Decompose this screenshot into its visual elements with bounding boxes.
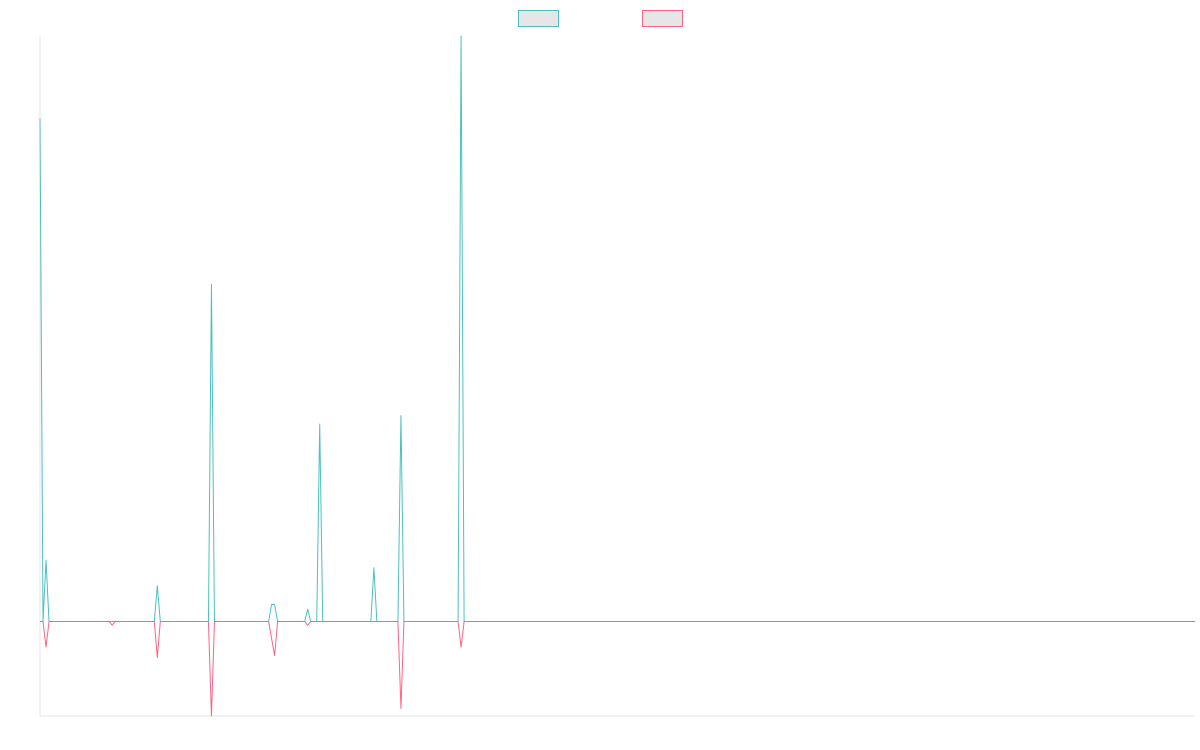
legend-swatch-2 [642, 10, 683, 27]
series-line-1 [39, 35, 1195, 623]
plot-area [39, 35, 1195, 717]
legend-item-1[interactable] [518, 10, 559, 27]
legend-item-2[interactable] [642, 10, 683, 27]
legend [518, 10, 683, 27]
series-line-2 [40, 621, 1195, 717]
legend-swatch-1 [518, 10, 559, 27]
axes [39, 36, 1195, 717]
